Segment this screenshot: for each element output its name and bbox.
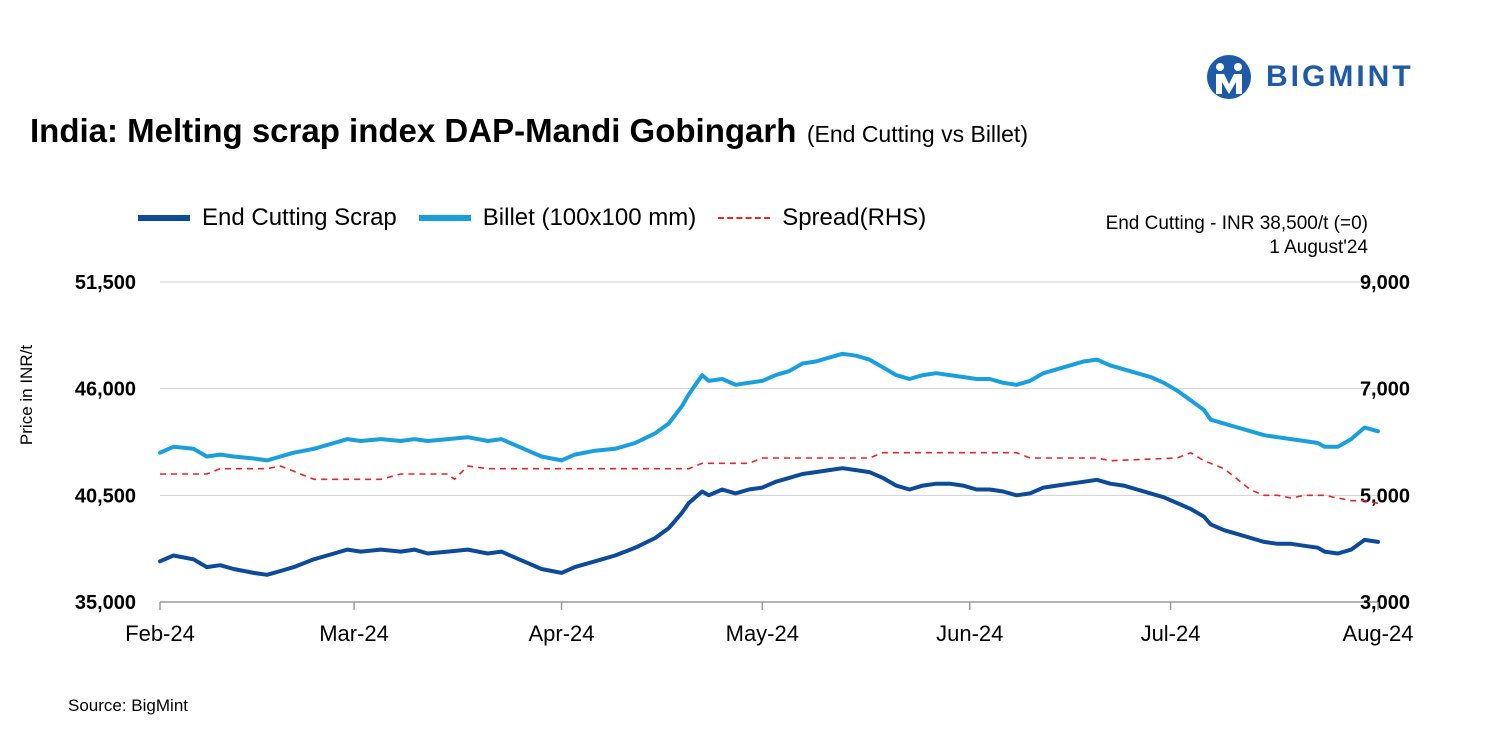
legend-swatch-spread [718, 217, 771, 219]
legend-item-billet: Billet (100x100 mm) [418, 204, 697, 232]
source-note: Source: BigMint [68, 696, 188, 715]
legend-swatch-billet [418, 215, 471, 221]
x-tick-label: Apr-24 [529, 621, 595, 646]
y-tick-left: 51,500 [75, 272, 136, 294]
bigmint-logo-icon [1207, 55, 1251, 99]
legend-swatch-end-cutting [138, 215, 190, 221]
legend-label-billet: Billet (100x100 mm) [482, 204, 697, 231]
y-tick-right: 5,000 [1360, 485, 1410, 507]
chart-title: India: Melting scrap index DAP-Mandi Gob… [30, 112, 797, 149]
series-line-spread [160, 451, 1379, 505]
x-tick-label: Jun-24 [936, 621, 1003, 646]
x-tick-label: Feb-24 [125, 621, 195, 646]
series-line-billet [158, 351, 1380, 463]
annotation-line-1: End Cutting - INR 38,500/t (=0) [1105, 213, 1368, 234]
series-line-end-cutting-scrap [158, 466, 1380, 577]
y-tick-left: 46,000 [75, 379, 136, 401]
legend-item-spread: Spread(RHS) [718, 204, 926, 232]
chart-title-block: India: Melting scrap index DAP-Mandi Gob… [30, 112, 1028, 150]
y-tick-left: 35,000 [75, 592, 136, 614]
legend-label-end-cutting: End Cutting Scrap [202, 204, 397, 231]
x-tick-label: Mar-24 [319, 621, 389, 646]
chart-subtitle: (End Cutting vs Billet) [806, 121, 1028, 147]
annotation-line-2: 1 August'24 [1269, 237, 1368, 258]
legend-label-spread: Spread(RHS) [782, 204, 927, 231]
y-tick-right: 3,000 [1360, 592, 1410, 614]
x-tick-label: May-24 [726, 621, 799, 646]
x-tick-label: Jul-24 [1141, 621, 1201, 646]
brand-name: BIGMINT [1266, 60, 1414, 93]
chart-legend: End Cutting Scrap Billet (100x100 mm) Sp… [138, 204, 948, 232]
bigmint-logo: BIGMINT [1206, 52, 1414, 102]
y-tick-right: 9,000 [1360, 272, 1410, 294]
x-tick-label: Aug-24 [1343, 621, 1414, 646]
y-tick-right: 7,000 [1360, 379, 1410, 401]
chart-annotation: End Cutting - INR 38,500/t (=0) 1 August… [1106, 212, 1368, 260]
legend-item-end-cutting: End Cutting Scrap [138, 204, 397, 232]
y-tick-left: 40,500 [75, 485, 136, 507]
